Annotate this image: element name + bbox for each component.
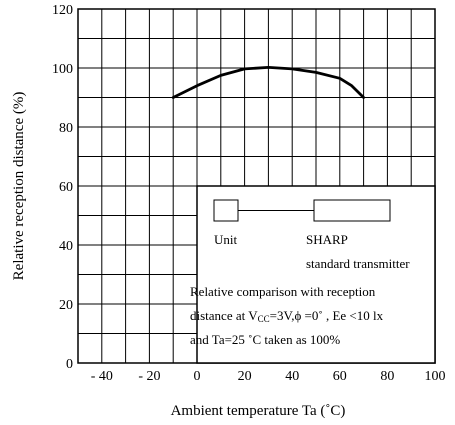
y-tick-label: 20	[59, 298, 73, 313]
tick-labels: - 40 - 20 0 20 40 60 80 100 0 20 40 60 80 100 120	[52, 3, 446, 384]
legend-note-line-2: distance at VCC=3V,ϕ =0˚ , Ee <10 lx	[190, 308, 384, 324]
series-line	[171, 66, 365, 99]
x-axis-title: Ambient temperature Ta (˚C)	[171, 403, 346, 419]
y-axis-title: Relative reception distance (%)	[11, 92, 27, 281]
y-tick-label: 40	[59, 239, 73, 254]
y-tick-label: 120	[52, 3, 73, 18]
legend-unit-label: Unit	[214, 232, 238, 247]
legend-note-line-2-sub: CC	[258, 314, 270, 324]
x-tick-label: 0	[194, 369, 201, 384]
y-tick-label: 80	[59, 121, 73, 136]
x-tick-label: 100	[425, 369, 446, 384]
y-tick-label: 60	[59, 180, 73, 195]
legend-note-line-3: and Ta=25 ˚C taken as 100%	[190, 332, 340, 347]
legend-note-line-2-suffix: =3V,ϕ =0˚ , Ee <10 lx	[270, 308, 384, 323]
legend-box	[196, 185, 436, 364]
x-tick-label: 80	[380, 369, 394, 384]
x-tick-label: 40	[285, 369, 299, 384]
y-tick-label: 0	[66, 357, 73, 372]
legend-transmitter-label-1: SHARP	[306, 232, 348, 247]
x-tick-label: - 20	[138, 369, 160, 384]
legend-transmitter-label-2: standard transmitter	[306, 256, 410, 271]
legend-unit-box	[213, 199, 239, 222]
x-tick-label: 20	[238, 369, 252, 384]
y-tick-label: 100	[52, 62, 73, 77]
legend-note-line-1: Relative comparison with reception	[190, 284, 376, 299]
x-tick-label: 60	[333, 369, 347, 384]
legend-note-line-2-prefix: distance at V	[190, 308, 258, 323]
x-tick-label: - 40	[91, 369, 113, 384]
series-group	[171, 66, 365, 99]
legend-transmitter-box	[313, 199, 391, 222]
